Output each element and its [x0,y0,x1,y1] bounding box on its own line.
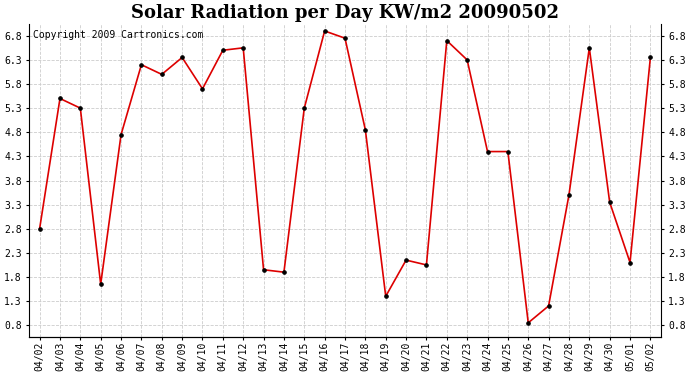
Title: Solar Radiation per Day KW/m2 20090502: Solar Radiation per Day KW/m2 20090502 [131,4,559,22]
Text: Copyright 2009 Cartronics.com: Copyright 2009 Cartronics.com [32,30,203,40]
